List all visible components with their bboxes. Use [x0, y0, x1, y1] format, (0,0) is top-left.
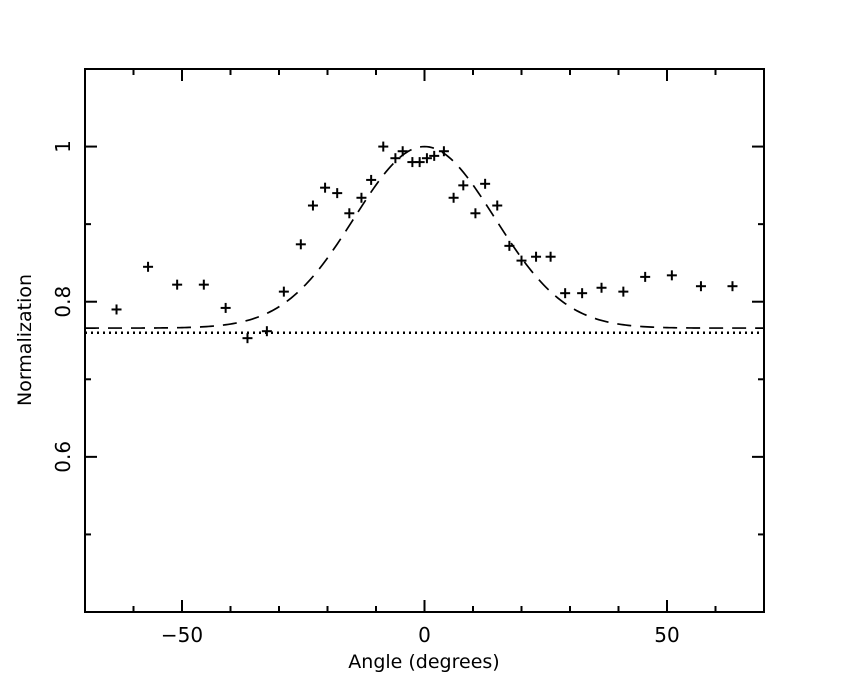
data-point: [516, 255, 527, 266]
data-point: [307, 200, 318, 211]
data-point: [111, 304, 122, 315]
data-point: [397, 146, 408, 157]
data-point: [531, 251, 542, 262]
y-tick-label: 0.8: [51, 286, 75, 318]
data-point: [414, 157, 425, 168]
x-tick-label: −50: [161, 623, 203, 647]
data-point: [143, 261, 154, 272]
plot-frame: [84, 68, 765, 613]
data-point: [596, 282, 607, 293]
data-point: [695, 281, 706, 292]
data-point: [242, 333, 253, 344]
x-tick-label: 50: [654, 623, 679, 647]
data-point: [618, 286, 629, 297]
data-points: [111, 141, 738, 344]
data-point: [261, 326, 272, 337]
data-point: [577, 288, 588, 299]
data-point: [390, 153, 401, 164]
model-dashed-curve: [85, 145, 764, 329]
data-point: [640, 271, 651, 282]
data-point: [220, 302, 231, 313]
data-point: [295, 239, 306, 250]
data-point: [378, 141, 389, 152]
data-point: [470, 208, 481, 219]
data-point: [492, 200, 503, 211]
data-point: [278, 286, 289, 297]
data-point: [480, 178, 491, 189]
y-axis-title: Normalization: [14, 274, 36, 406]
data-point: [320, 182, 331, 193]
axis-ticks: [85, 69, 764, 612]
data-point: [421, 153, 432, 164]
y-tick-label: 0.6: [51, 441, 75, 473]
data-point: [727, 281, 738, 292]
data-point: [172, 279, 183, 290]
data-point: [448, 192, 459, 203]
data-point: [429, 150, 440, 161]
x-tick-label: 0: [418, 623, 431, 647]
axis-tick-labels: −50 0 50 0.6 0.8 1: [51, 140, 680, 647]
x-axis-title: Angle (degrees): [348, 651, 499, 673]
y-tick-label: 1: [51, 140, 75, 153]
data-point: [366, 174, 377, 185]
data-point: [560, 288, 571, 299]
data-point: [545, 251, 556, 262]
data-point: [458, 180, 469, 191]
data-point: [198, 279, 209, 290]
data-point: [356, 192, 367, 203]
data-point: [504, 240, 515, 251]
data-point: [666, 270, 677, 281]
data-point: [332, 188, 343, 199]
data-point: [344, 208, 355, 219]
data-point: [438, 146, 449, 157]
